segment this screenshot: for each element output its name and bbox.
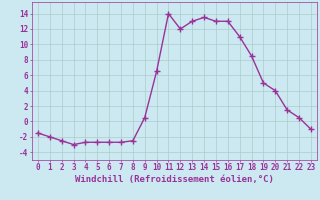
X-axis label: Windchill (Refroidissement éolien,°C): Windchill (Refroidissement éolien,°C) [75, 175, 274, 184]
